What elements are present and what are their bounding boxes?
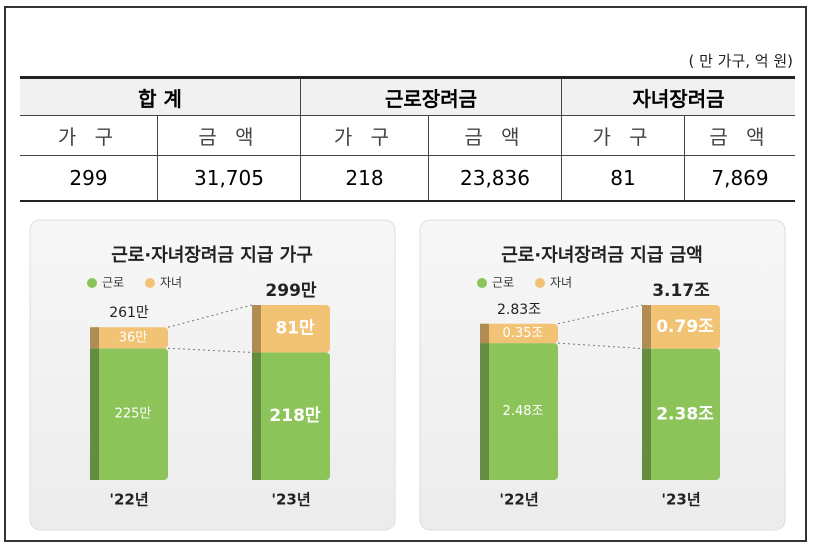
chart-title: 근로·자녀장려금 지급 가구: [111, 245, 313, 266]
header: 근로장려금: [300, 76, 562, 116]
legend-label: 근로: [102, 276, 124, 290]
bar-segment: [252, 305, 330, 353]
cell: 7,869: [684, 155, 795, 202]
bar-side: [252, 352, 261, 480]
total-label: 261만: [109, 305, 149, 321]
panel: [419, 219, 786, 531]
subheader: 금 액: [684, 115, 795, 156]
connector: [557, 304, 643, 325]
legend-label: 자녀: [550, 276, 572, 290]
legend-label: 자녀: [160, 276, 182, 290]
bar-side: [480, 343, 489, 480]
bar-segment: [90, 327, 168, 349]
header: 자녀장려금: [561, 76, 795, 116]
chart-title: 근로·자녀장려금 지급 금액: [501, 245, 703, 266]
total-label: 2.83조: [497, 302, 541, 318]
subheader: 가 구: [300, 115, 429, 156]
x-tick-label: '23년: [271, 491, 310, 509]
bar-segment: [642, 348, 720, 480]
value-label: 225만: [115, 407, 152, 422]
x-tick-label: '22년: [109, 491, 148, 509]
value-label: 218만: [269, 406, 320, 426]
panel: [29, 219, 396, 531]
subheader: 금 액: [157, 115, 301, 156]
legend-swatch: [477, 278, 487, 288]
legend-swatch: [535, 278, 545, 288]
legend-swatch: [87, 278, 97, 288]
header: 합 계: [20, 76, 301, 116]
cell: 23,836: [428, 155, 562, 202]
value-label: 81만: [275, 319, 315, 339]
x-tick-label: '22년: [499, 491, 538, 509]
cell: 81: [561, 155, 685, 202]
bar-segment: [90, 348, 168, 480]
x-tick-label: '23년: [661, 491, 700, 509]
connector: [557, 342, 643, 350]
subheader: 가 구: [20, 115, 158, 156]
subheader: 금 액: [428, 115, 562, 156]
legend-label: 근로: [492, 276, 514, 290]
value-label: 36만: [119, 330, 148, 345]
legend-swatch: [145, 278, 155, 288]
total-label: 299만: [265, 281, 316, 301]
value-label: 2.38조: [656, 404, 714, 424]
bar-side: [480, 323, 489, 344]
total-label: 3.17조: [652, 281, 710, 301]
cell: 299: [20, 155, 158, 202]
bar-side: [252, 305, 261, 353]
bar-side: [642, 348, 651, 480]
bar-segment: [480, 343, 558, 480]
cell: 31,705: [157, 155, 301, 202]
bar-side: [642, 305, 651, 349]
value-label: 2.48조: [503, 404, 544, 419]
connector: [167, 347, 253, 353]
summary-table: 합 계 근로장려금 자녀장려금 가 구 금 액 가 구 금 액 가 구 금 액 …: [20, 76, 795, 202]
unit-note: ( 만 가구, 억 원): [688, 52, 793, 70]
frame: [4, 6, 807, 542]
subheader: 가 구: [561, 115, 685, 156]
cell: 218: [300, 155, 429, 202]
value-label: 0.35조: [503, 326, 544, 341]
bar-segment: [252, 352, 330, 480]
value-label: 0.79조: [656, 317, 714, 337]
bar-segment: [642, 305, 720, 349]
bar-segment: [480, 323, 558, 344]
bar-side: [90, 348, 99, 480]
bar-side: [90, 327, 99, 349]
